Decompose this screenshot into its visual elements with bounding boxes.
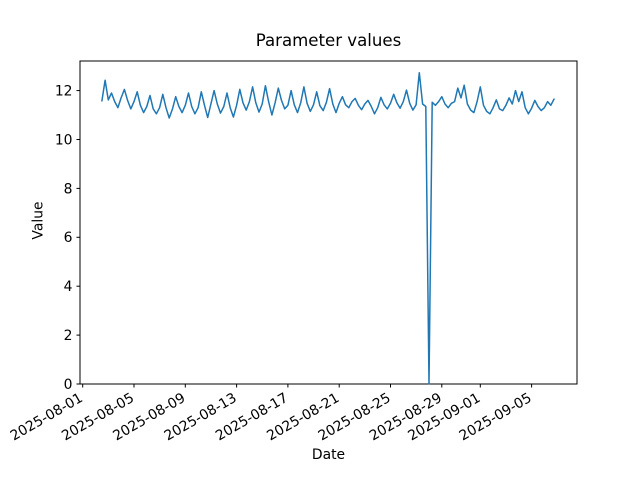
- y-tick-label: 6: [64, 230, 73, 246]
- chart-title: Parameter values: [255, 31, 402, 50]
- y-tick-label: 8: [64, 181, 73, 197]
- series-line: [101, 71, 555, 385]
- y-tick-label: 10: [55, 132, 73, 148]
- plot-border: [79, 60, 578, 385]
- x-axis-label: Date: [311, 447, 346, 463]
- y-tick-label: 2: [64, 328, 73, 344]
- y-tick-label: 12: [55, 84, 73, 100]
- y-tick-label: 4: [64, 279, 73, 295]
- y-tick-label: 0: [64, 377, 73, 393]
